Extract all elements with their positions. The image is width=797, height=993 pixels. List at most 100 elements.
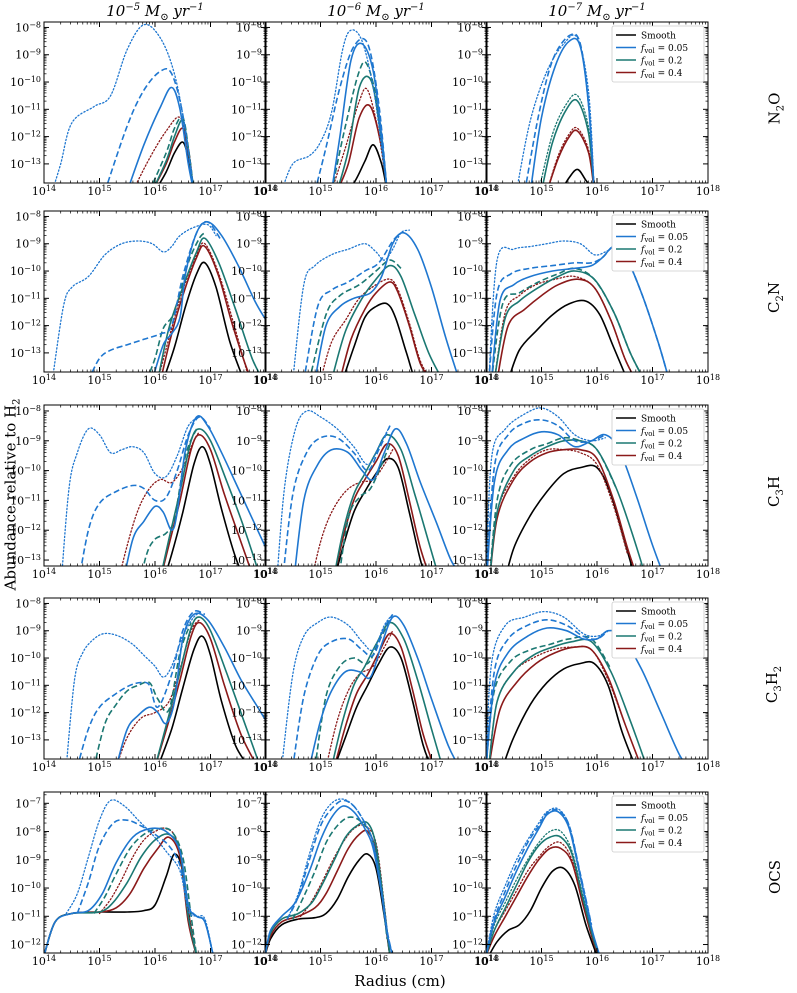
x-tick-label: 1016 [143, 760, 167, 774]
x-tick-label: 1014 [32, 567, 56, 581]
y-tick-label: 10−8 [457, 20, 483, 34]
x-tick-label: 1015 [308, 760, 332, 774]
row-label-ocs: OCS [766, 859, 785, 895]
y-tick-label: 10−9 [236, 48, 262, 62]
x-tick-label: 1016 [143, 373, 167, 387]
series-line-smooth-solid-0 [507, 464, 633, 566]
panel-r3-c2: 1014 1015 1016 1017 1018 10−13 10−12 10−11 10−10… [452, 596, 720, 774]
legend-label: fvol = 0.05 [640, 233, 688, 244]
series-group [486, 407, 662, 566]
y-tick-label: 10−11 [231, 102, 262, 116]
x-tick-label: 1015 [87, 373, 111, 387]
x-tick-label: 1017 [198, 954, 222, 968]
series-line-smooth-solid-0 [510, 299, 625, 372]
series-line-f005-dashed-6 [486, 418, 606, 566]
y-tick-label: 10−11 [10, 678, 41, 692]
y-tick-label: 10−11 [231, 493, 262, 507]
series-line-f005-dotted-7 [54, 23, 194, 183]
series-line-f005-dotted-7 [66, 610, 203, 759]
panel-r3-c0: 1014 1015 1016 1017 1018 10−13 10−12 10−11 10−10… [10, 596, 278, 774]
y-tick-label: 10−9 [457, 624, 483, 638]
series-line-smooth-solid-0 [489, 866, 597, 953]
panel-frame [43, 404, 267, 567]
x-tick-label: 1017 [419, 373, 443, 387]
y-tick-label: 10−10 [10, 651, 41, 665]
series-line-f005-solid-5 [315, 231, 458, 372]
series-line-f005-dashed-6 [80, 416, 212, 566]
y-tick-label: 10−12 [10, 130, 41, 144]
series-line-f04-dotted-2 [486, 841, 595, 953]
x-tick-label: 1016 [585, 567, 609, 581]
x-tick-label: 1014 [474, 373, 498, 387]
y-tick-label: 10−10 [231, 651, 262, 665]
series-line-f04-dotted-2 [314, 449, 394, 566]
series-line-f04-solid-1 [341, 281, 426, 372]
legend-label: fvol = 0.2 [640, 57, 682, 68]
y-tick-label: 10−8 [236, 825, 262, 839]
legend-label: fvol = 0.4 [640, 452, 683, 463]
series-line-f04-dotted-2 [333, 87, 387, 183]
series-line-f02-dashed-4 [149, 232, 206, 372]
series-group [486, 610, 683, 759]
y-tick-label: 10−12 [10, 523, 41, 537]
series-line-f04-dotted-2 [490, 448, 629, 566]
y-tick-label: 10−10 [452, 264, 483, 278]
x-tick-label: 1015 [87, 567, 111, 581]
series-line-f005-dashed-6 [525, 33, 595, 183]
x-tick-label: 1016 [364, 954, 388, 968]
x-tick-label: 1016 [143, 567, 167, 581]
series-line-f005-dashed-6 [293, 613, 394, 759]
x-tick-label: 1015 [308, 954, 332, 968]
series-line-f005-dashed-6 [76, 819, 214, 953]
series-line-f005-dotted-7 [293, 229, 410, 372]
x-tick-label: 1014 [474, 760, 498, 774]
x-tick-label: 1015 [308, 184, 332, 198]
x-tick-label: 1018 [696, 373, 720, 387]
y-tick-label: 10−10 [10, 264, 41, 278]
y-tick-label: 10−8 [457, 825, 483, 839]
y-tick-label: 10−8 [15, 825, 41, 839]
series-line-f005-solid-5 [486, 626, 683, 759]
x-tick-label: 1016 [143, 954, 167, 968]
series-line-f02-dashed-4 [489, 436, 618, 566]
series-line-f02-dashed-4 [310, 259, 402, 372]
series-line-f04-dotted-2 [121, 431, 201, 566]
series-group [293, 229, 458, 372]
y-tick-label: 10−12 [10, 706, 41, 720]
y-tick-label: 10−11 [231, 909, 262, 923]
legend-box [611, 408, 705, 466]
x-tick-label: 1018 [475, 760, 499, 774]
series-group [52, 220, 266, 372]
y-tick-label: 10−13 [231, 553, 262, 567]
x-tick-label: 1016 [585, 760, 609, 774]
series-line-f02-solid-3 [490, 439, 644, 566]
x-tick-label: 1017 [640, 373, 664, 387]
series-group [281, 613, 456, 759]
y-tick-label: 10−9 [236, 624, 262, 638]
y-tick-label: 10−13 [10, 733, 41, 747]
series-line-f04-solid-1 [162, 433, 251, 566]
y-tick-label: 10−9 [15, 48, 41, 62]
series-line-f005-solid-5 [117, 612, 266, 759]
x-tick-label: 1018 [475, 567, 499, 581]
legend-label: fvol = 0.05 [640, 44, 688, 55]
y-tick-label: 10−11 [452, 102, 483, 116]
series-group [277, 409, 456, 566]
series-line-f005-dotted-7 [283, 29, 387, 183]
x-tick-label: 1015 [529, 954, 553, 968]
y-tick-label: 10−13 [452, 733, 483, 747]
x-tick-label: 1014 [253, 373, 277, 387]
series-line-f04-dotted-2 [159, 242, 248, 372]
series-line-f04-dotted-2 [494, 275, 633, 372]
series-line-f02-solid-3 [265, 821, 391, 953]
panel-r0-c0: 1014 1015 1016 1017 1018 10−13 10−12 10−11 10−10… [10, 20, 278, 198]
series-line-f02-dashed-4 [142, 428, 198, 566]
y-tick-label: 10−9 [236, 434, 262, 448]
y-tick-label: 10−12 [10, 319, 41, 333]
x-tick-label: 1018 [254, 567, 278, 581]
y-tick-label: 10−8 [15, 404, 41, 418]
y-tick-label: 10−8 [457, 404, 483, 418]
panel-r0-c2: 1014 1015 1016 1017 1018 10−13 10−12 10−11 10−10… [452, 20, 720, 198]
